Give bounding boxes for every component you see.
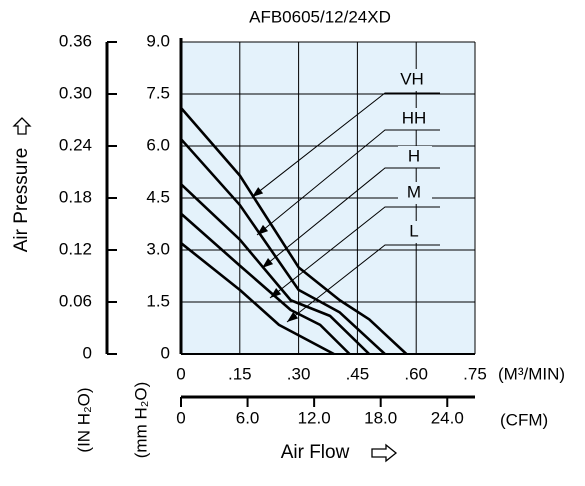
x-tick-label: .75 bbox=[463, 364, 487, 383]
x-tick-label: 0 bbox=[176, 364, 185, 383]
leader-arrow bbox=[252, 187, 264, 197]
curve bbox=[180, 212, 351, 355]
leader-arrow bbox=[270, 288, 282, 298]
y-tick-label: 3.0 bbox=[146, 239, 170, 258]
y2-tick-label: 0.06 bbox=[59, 291, 92, 310]
label-bg bbox=[398, 108, 432, 130]
series-label: HH bbox=[402, 108, 427, 127]
up-arrow-icon bbox=[12, 117, 32, 135]
leader-line bbox=[269, 206, 440, 299]
curve bbox=[180, 242, 335, 356]
leader-arrow bbox=[287, 312, 299, 322]
chart-title: AFB0605/12/24XD bbox=[249, 7, 391, 26]
y2-tick-label: 0.36 bbox=[59, 31, 92, 50]
x2-tick-label: 12.0 bbox=[298, 408, 331, 427]
x-tick-label: .30 bbox=[287, 364, 311, 383]
leader-line bbox=[286, 244, 440, 323]
y-tick-label: 1.5 bbox=[146, 291, 170, 310]
x2-tick-label: 6.0 bbox=[236, 408, 260, 427]
label-bg bbox=[396, 69, 430, 91]
series-label: L bbox=[409, 221, 418, 240]
curve bbox=[180, 138, 386, 355]
x-tick-label: .15 bbox=[228, 364, 252, 383]
curve bbox=[180, 107, 408, 355]
x2-tick-label: 0 bbox=[176, 408, 185, 427]
y2-tick-label: 0.18 bbox=[59, 187, 92, 206]
leader-arrow bbox=[262, 257, 274, 268]
series-label: VH bbox=[400, 69, 424, 88]
y-tick-label: 4.5 bbox=[146, 187, 170, 206]
y2-tick-label: 0 bbox=[83, 343, 92, 362]
x-axis-label: Air Flow bbox=[281, 442, 350, 463]
x2-tick-label: 24.0 bbox=[431, 408, 464, 427]
y-tick-label: 9.0 bbox=[146, 31, 170, 50]
y-unit-label: (mm H₂O) bbox=[131, 382, 150, 458]
y2-tick-label: 0.12 bbox=[59, 239, 92, 258]
label-bg bbox=[398, 182, 432, 204]
leader-line bbox=[256, 129, 440, 236]
y2-tick-label: 0.24 bbox=[59, 135, 92, 154]
x2-unit-label: (CFM) bbox=[500, 410, 548, 429]
leader-arrow bbox=[257, 224, 269, 235]
label-bg bbox=[398, 221, 432, 243]
x2-tick-label: 18.0 bbox=[364, 408, 397, 427]
y-axis-label: Air Pressure bbox=[11, 148, 32, 253]
y-tick-label: 6.0 bbox=[146, 135, 170, 154]
series-label: M bbox=[407, 182, 421, 201]
y2-tick-label: 0.30 bbox=[59, 83, 92, 102]
y2-unit-label: (IN H₂O) bbox=[74, 387, 93, 452]
right-arrow-icon bbox=[371, 443, 398, 463]
series-label: H bbox=[408, 146, 420, 165]
x-tick-label: .45 bbox=[346, 364, 370, 383]
leader-line bbox=[261, 167, 440, 269]
curve bbox=[180, 183, 371, 355]
x-tick-label: .60 bbox=[404, 364, 428, 383]
label-bg bbox=[398, 146, 432, 168]
leader-line bbox=[251, 92, 440, 198]
x-unit-label: (M³/MIN) bbox=[498, 364, 565, 383]
y-tick-label: 0 bbox=[161, 343, 170, 362]
y-tick-label: 7.5 bbox=[146, 83, 170, 102]
